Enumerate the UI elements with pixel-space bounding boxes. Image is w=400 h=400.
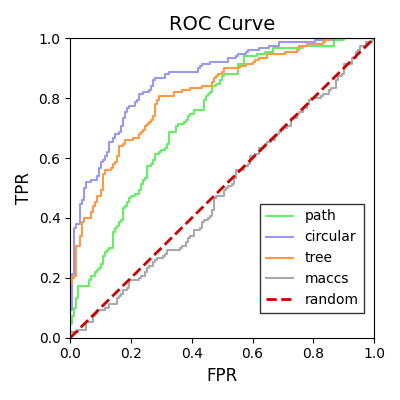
path: [126, 200, 131, 204]
tree: [222, 70, 226, 75]
tree: [329, 36, 334, 41]
Legend: path, circular, tree, maccs, random: path, circular, tree, maccs, random: [260, 204, 364, 313]
Line: maccs: maccs: [70, 38, 374, 338]
circular: [372, 36, 376, 41]
circular: [266, 44, 271, 49]
circular: [68, 335, 73, 340]
circular: [212, 60, 216, 65]
path: [224, 72, 228, 77]
maccs: [356, 48, 360, 53]
path: [68, 335, 73, 340]
path: [270, 48, 275, 53]
tree: [345, 36, 350, 41]
path: [372, 36, 376, 41]
circular: [341, 36, 346, 41]
circular: [331, 36, 336, 41]
path: [341, 36, 346, 41]
Line: tree: tree: [70, 38, 374, 338]
maccs: [353, 50, 358, 55]
tree: [68, 335, 73, 340]
circular: [345, 36, 350, 41]
tree: [372, 36, 376, 41]
path: [341, 38, 346, 43]
tree: [325, 38, 330, 43]
tree: [100, 174, 105, 178]
Line: circular: circular: [70, 38, 374, 338]
maccs: [372, 36, 376, 41]
maccs: [349, 62, 354, 67]
path: [331, 44, 336, 49]
maccs: [68, 335, 73, 340]
maccs: [319, 96, 324, 101]
circular: [325, 38, 330, 43]
tree: [341, 36, 346, 41]
Line: path: path: [70, 38, 374, 338]
Y-axis label: TPR: TPR: [15, 172, 33, 204]
maccs: [280, 128, 285, 132]
maccs: [372, 36, 376, 41]
circular: [96, 170, 101, 174]
Title: ROC Curve: ROC Curve: [169, 15, 275, 34]
X-axis label: FPR: FPR: [206, 367, 238, 385]
tree: [274, 52, 279, 57]
maccs: [175, 248, 180, 252]
path: [345, 36, 350, 41]
